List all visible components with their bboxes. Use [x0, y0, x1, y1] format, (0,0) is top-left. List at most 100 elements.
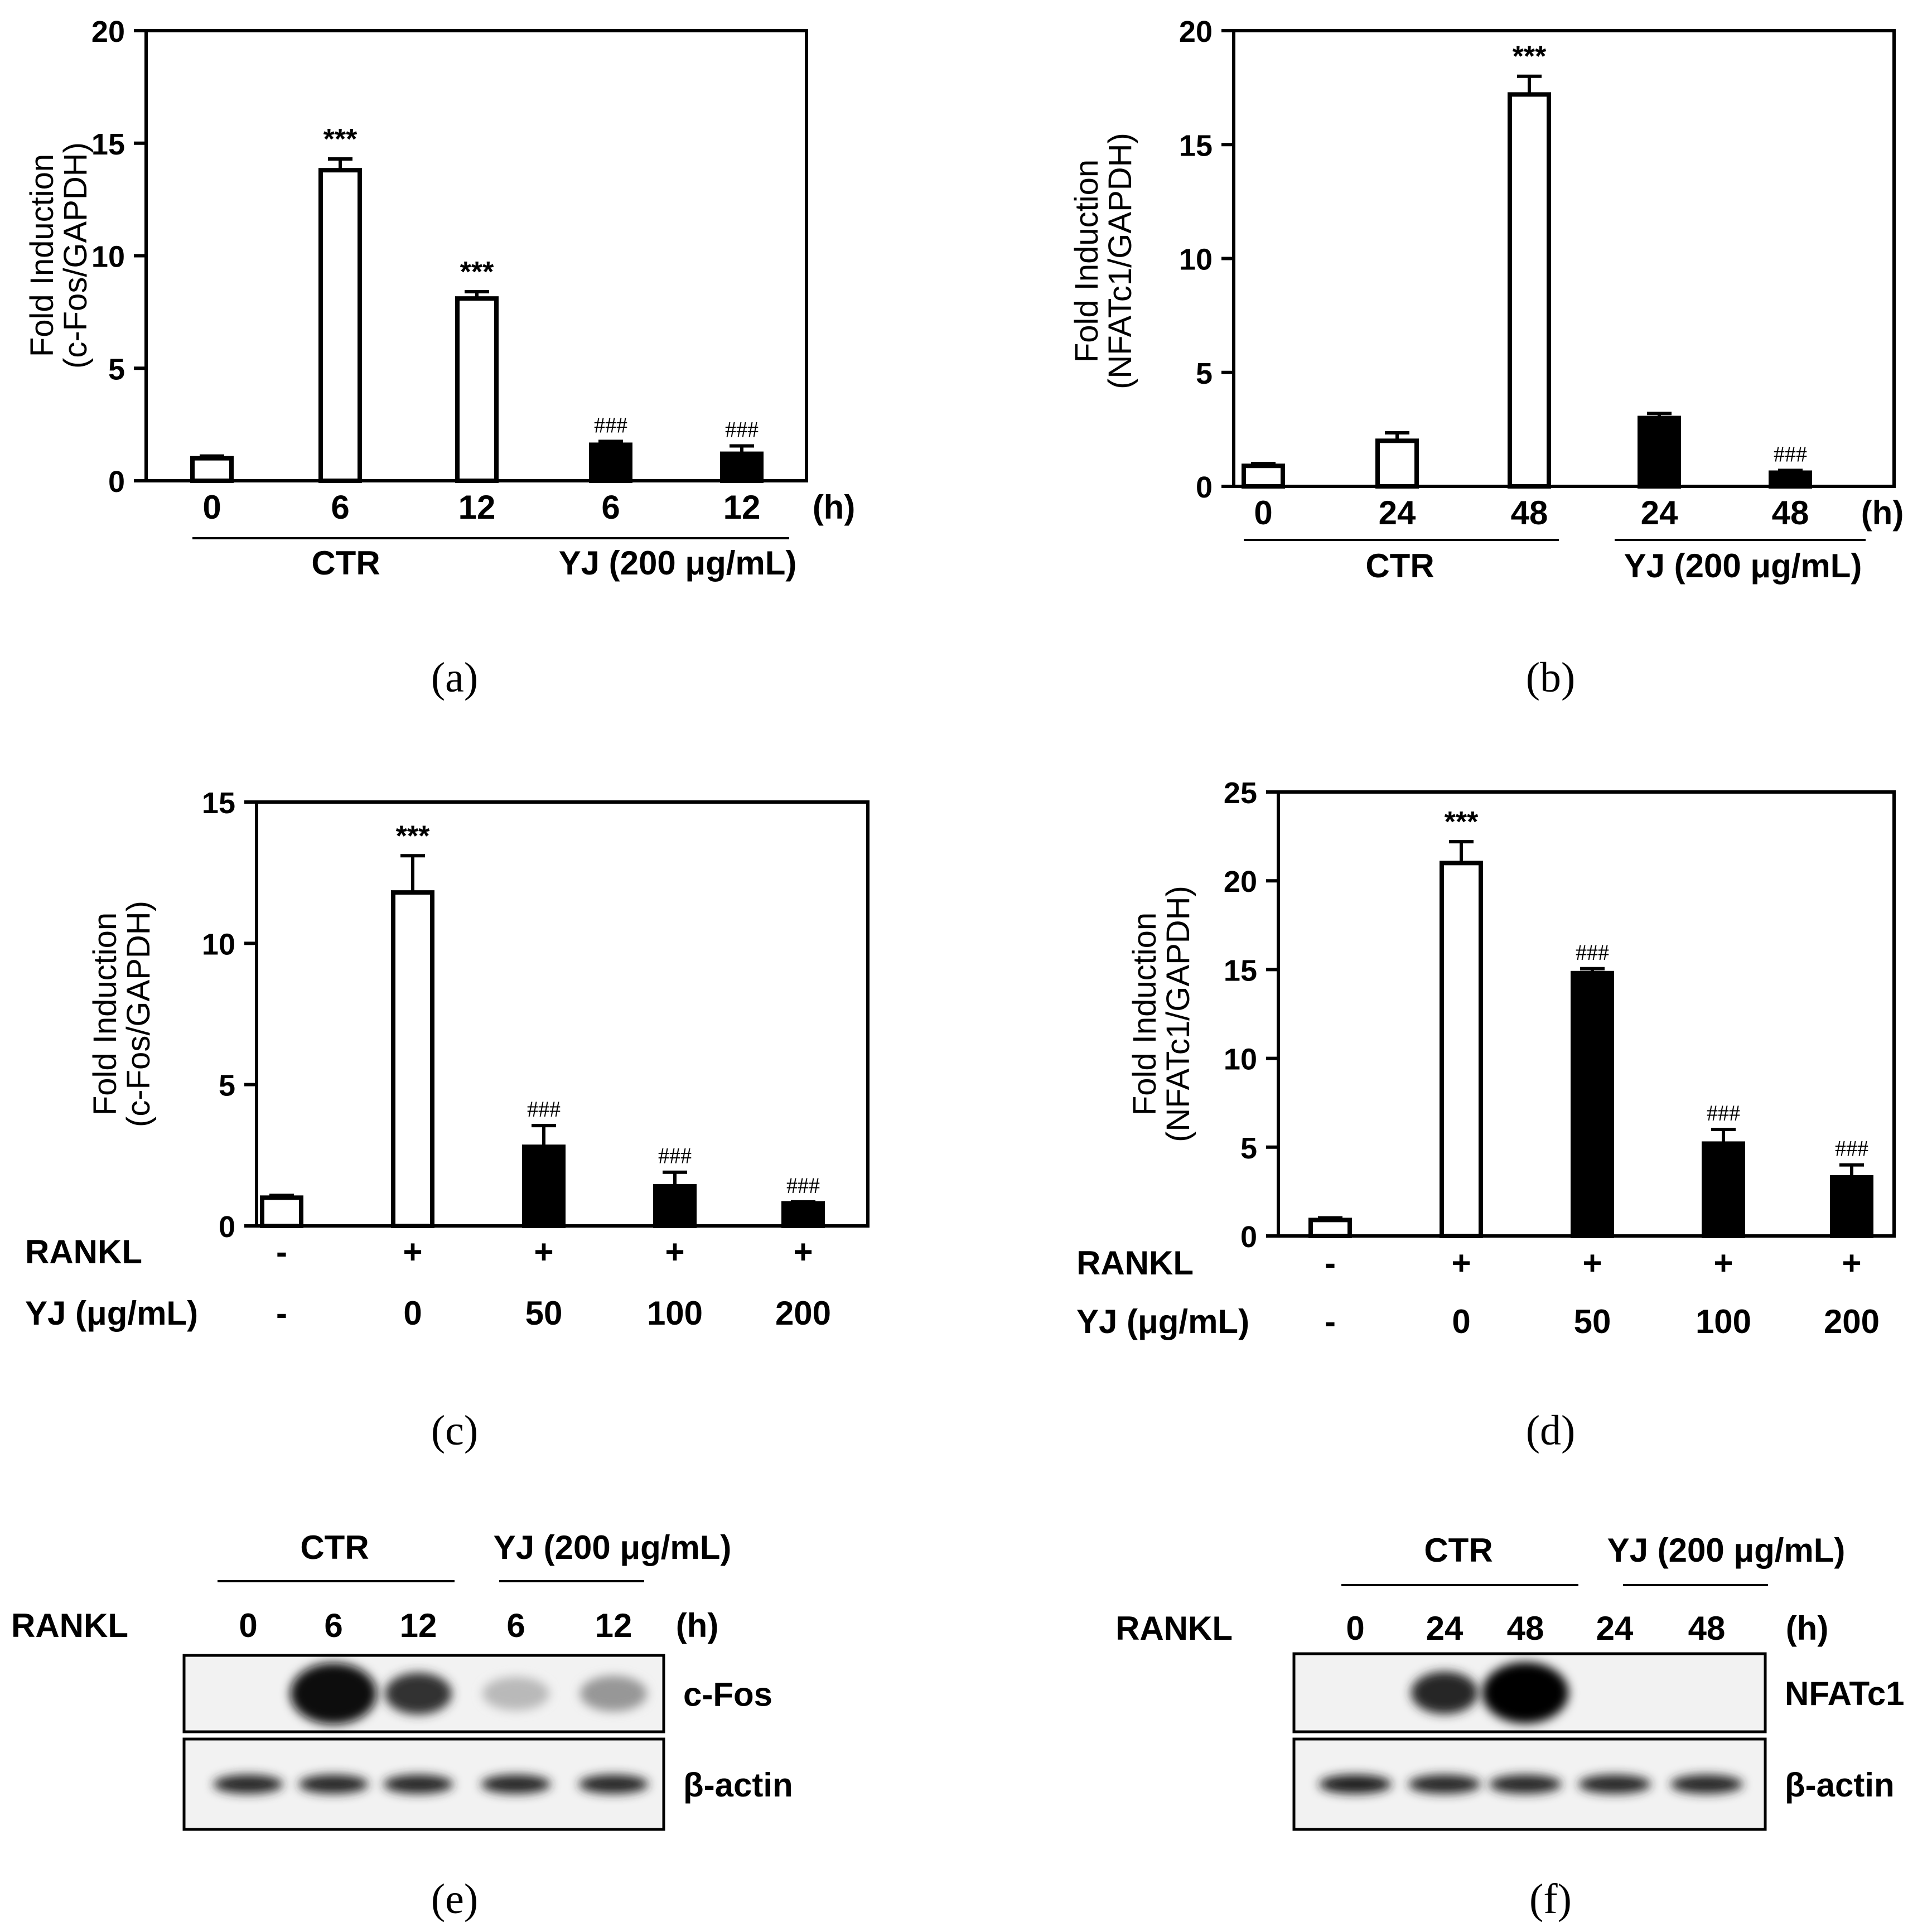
significance-stars: ***	[460, 256, 494, 288]
blot-unit-label: (h)	[676, 1607, 719, 1644]
y-tick-label: 15	[1179, 129, 1213, 162]
protein-band	[1489, 1775, 1562, 1794]
lane-label: 24	[1596, 1610, 1634, 1647]
bar	[1571, 970, 1614, 1238]
protein-band	[1670, 1775, 1743, 1794]
bar	[1440, 861, 1483, 1238]
group-label: YJ (200 μg/mL)	[559, 544, 797, 582]
row-value: -	[276, 1295, 287, 1332]
row-value: -	[1325, 1303, 1336, 1340]
row-label: YJ (μg/mL)	[25, 1295, 198, 1332]
x-tick-label: 6	[331, 489, 349, 526]
y-tick-label: 5	[1240, 1132, 1257, 1165]
y-axis-label: (NFATc1/GAPDH)	[1102, 133, 1138, 389]
significance-hash: ###	[658, 1143, 692, 1168]
protein-band	[580, 1675, 647, 1712]
protein-band	[290, 1663, 377, 1725]
band-label: β-actin	[1785, 1766, 1895, 1804]
significance-stars: ***	[1513, 41, 1547, 73]
protein-band	[1411, 1671, 1478, 1715]
protein-band	[481, 1775, 551, 1794]
bar	[455, 296, 499, 483]
protein-band	[298, 1775, 369, 1794]
significance-stars: ***	[323, 123, 358, 156]
y-tick-label: 0	[1240, 1220, 1257, 1254]
lane-label: 12	[595, 1607, 632, 1644]
y-tick-label: 15	[1224, 954, 1257, 987]
significance-stars: ***	[1445, 806, 1479, 838]
significance-hash: ###	[594, 412, 627, 437]
protein-band	[1408, 1775, 1481, 1794]
bar	[653, 1184, 697, 1228]
row-label: RANKL	[25, 1233, 142, 1271]
group-label: CTR	[1365, 547, 1434, 585]
bar	[318, 168, 362, 484]
y-tick-label: 15	[202, 786, 235, 820]
protein-band	[578, 1775, 649, 1794]
significance-hash: ###	[725, 417, 759, 442]
caption-b: (b)	[1526, 654, 1576, 701]
bar	[1830, 1175, 1873, 1238]
caption-d: (d)	[1526, 1407, 1576, 1454]
chart-a: 0 5 10 15 20 Fold Induction(c-Fos/GAPDH) *** **…	[24, 15, 855, 582]
y-tick-label: 0	[219, 1210, 235, 1244]
protein-band	[482, 1677, 549, 1711]
significance-stars: ***	[396, 820, 430, 852]
bar	[190, 456, 234, 484]
bar	[781, 1201, 825, 1228]
y-tick-label: 15	[91, 128, 125, 161]
y-tick-label: 10	[91, 240, 125, 274]
y-tick-label: 0	[1196, 471, 1213, 504]
protein-band	[385, 1673, 452, 1715]
row-value: -	[1325, 1244, 1336, 1282]
x-tick-label: 0	[1254, 494, 1272, 532]
blot-row-label: RANKL	[11, 1607, 128, 1644]
lane-label: 6	[324, 1607, 342, 1644]
lane-label: 6	[506, 1607, 525, 1644]
lane-label: 48	[1507, 1610, 1544, 1647]
row-value: 0	[403, 1295, 422, 1332]
bar	[1702, 1141, 1745, 1238]
x-tick-label: 6	[601, 489, 620, 526]
panel-captions: (a) (b) (c) (d) (e) (f)	[431, 654, 1575, 1923]
blot-group-label: CTR	[300, 1529, 369, 1566]
row-value: 50	[1574, 1303, 1611, 1340]
band-label: NFATc1	[1785, 1675, 1904, 1712]
blot-group-label: YJ (200 μg/mL)	[1607, 1532, 1846, 1569]
caption-c: (c)	[431, 1407, 478, 1454]
y-axis-label: Fold Induction	[24, 154, 60, 357]
blot-group-label: CTR	[1424, 1532, 1493, 1569]
row-value: +	[793, 1233, 813, 1271]
band-label: β-actin	[683, 1766, 793, 1804]
y-axis-label: Fold Induction	[1127, 912, 1163, 1115]
y-axis-label: Fold Induction	[1069, 160, 1105, 363]
x-tick-label: 0	[202, 489, 221, 526]
row-value: 200	[775, 1295, 831, 1332]
row-value: 100	[647, 1295, 703, 1332]
blot-f: CTR YJ (200 μg/mL) RANKL 0 24 48 24 48 (h) NFATc1…	[1115, 1532, 1904, 1831]
y-axis-label: (c-Fos/GAPDH)	[120, 901, 157, 1127]
row-value: 50	[525, 1295, 563, 1332]
y-axis-label: Fold Induction	[87, 912, 123, 1115]
significance-hash: ###	[1774, 441, 1807, 466]
x-unit-label: (h)	[813, 489, 856, 526]
protein-band	[1482, 1662, 1569, 1723]
western-blots: CTR YJ (200 μg/mL) RANKL 0 6 12 6 12 (h) c-Fos β-a…	[11, 1529, 1904, 1831]
row-value: +	[665, 1233, 684, 1271]
bar	[391, 890, 434, 1228]
band-label: c-Fos	[683, 1676, 772, 1713]
lane-label: 0	[1346, 1610, 1364, 1647]
x-tick-label: 12	[458, 489, 496, 526]
row-value: +	[534, 1233, 553, 1271]
significance-hash: ###	[1576, 940, 1609, 965]
chart-d: 0 5 10 15 20 25 Fold Induction(NFATc1/GAPDH) **…	[1076, 776, 1896, 1340]
y-axis-label: (NFATc1/GAPDH)	[1160, 886, 1196, 1142]
bar	[1242, 463, 1285, 489]
chart-c: 0 5 10 15 Fold Induction(c-Fos/GAPDH) *** ### #…	[25, 786, 870, 1332]
bar	[1375, 438, 1419, 489]
bar	[260, 1195, 303, 1228]
protein-band	[383, 1775, 453, 1794]
y-tick-label: 10	[1179, 243, 1213, 277]
